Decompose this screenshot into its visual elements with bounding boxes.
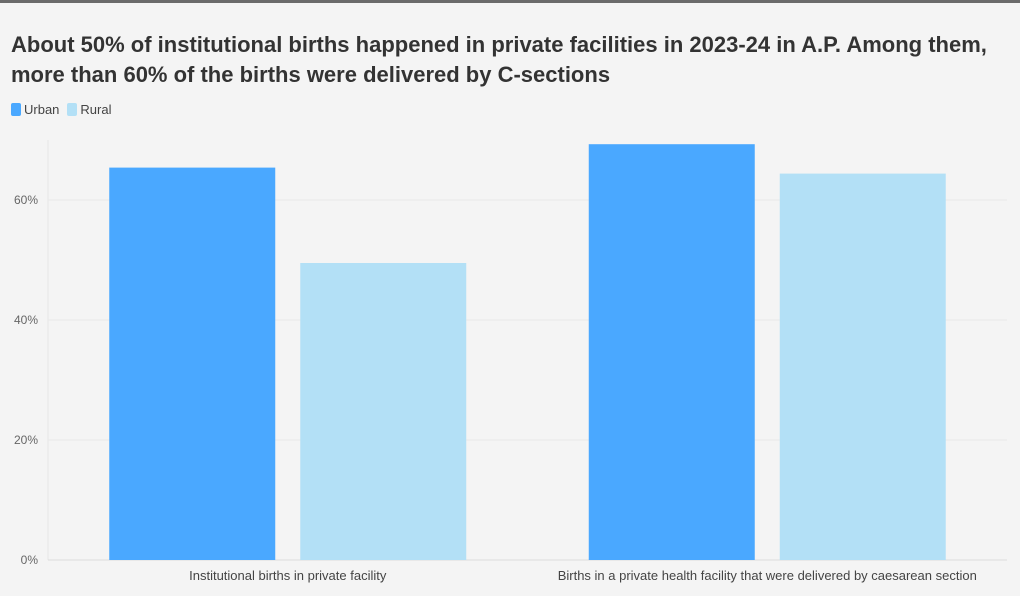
legend-label-rural: Rural xyxy=(80,102,112,117)
bar-rural-0[interactable] xyxy=(300,263,467,560)
chart-title: About 50% of institutional births happen… xyxy=(11,32,987,87)
bar-rural-1[interactable] xyxy=(779,173,946,560)
x-category-label: Institutional births in private facility xyxy=(189,568,387,583)
legend: Urban Rural xyxy=(11,102,112,117)
top-rule xyxy=(0,0,1020,3)
axis-labels: 0% 20% 40% 60% Institutional births in priva… xyxy=(14,193,977,583)
legend-label-urban: Urban xyxy=(24,102,60,117)
legend-swatch-rural xyxy=(67,103,78,116)
bar-urban-1[interactable] xyxy=(588,144,755,560)
legend-item-urban[interactable]: Urban xyxy=(11,102,59,117)
legend-item-rural[interactable]: Rural xyxy=(67,102,112,117)
y-tick-label: 0% xyxy=(21,553,39,567)
y-tick-label: 40% xyxy=(14,313,38,327)
y-tick-label: 20% xyxy=(14,433,38,447)
bars xyxy=(109,144,946,560)
y-tick-label: 60% xyxy=(14,193,38,207)
x-category-label: Births in a private health facility that… xyxy=(558,568,977,583)
legend-swatch-urban xyxy=(11,103,21,116)
bar-urban-0[interactable] xyxy=(109,167,276,560)
